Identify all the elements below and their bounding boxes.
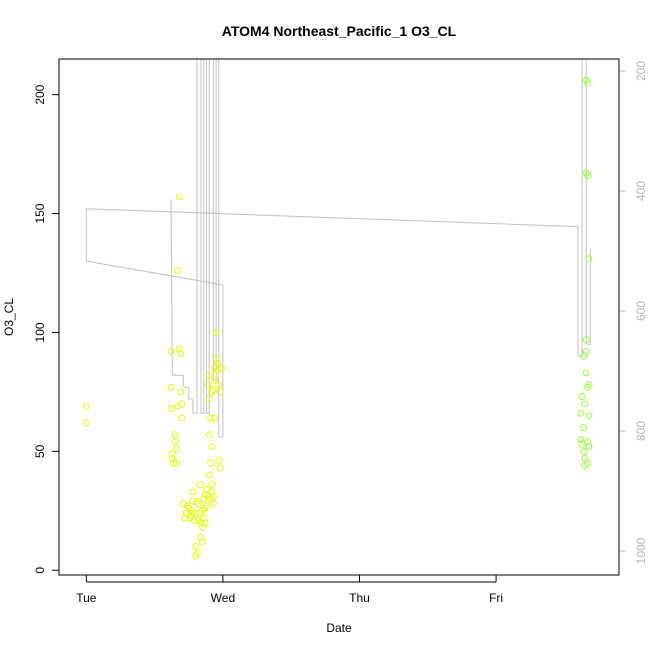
y-tick-label: 0 [33,567,47,574]
data-point [200,514,208,522]
data-point [216,464,224,472]
data-point [209,500,217,508]
data-point [196,481,204,489]
data-point [205,431,213,439]
data-point [167,383,175,391]
data-point [177,350,185,358]
data-point [168,455,176,462]
data-point [215,381,223,389]
data-point [207,414,215,422]
data-point [215,457,223,465]
data-point [175,345,183,353]
data-point [82,419,90,427]
y2-tick-label: 1000 [634,537,648,564]
data-point [585,255,593,263]
data-point [209,493,217,500]
trace-line-2 [86,59,224,438]
y-axis-label: O3_CL [2,298,16,336]
data-point [577,409,585,417]
data-point [167,348,175,355]
data-point [193,497,201,505]
data-point [581,400,589,408]
data-point [209,386,217,393]
data-point [167,405,175,412]
data-point [585,381,593,389]
x-axis-label: Date [326,621,352,635]
y2-tick-label: 600 [634,301,648,321]
data-point [181,514,189,522]
data-point [582,369,590,377]
data-point [208,481,216,489]
data-point [170,459,178,467]
data-point [204,381,212,389]
data-point [213,359,221,367]
data-point [212,329,220,336]
data-point [174,267,182,275]
data-point [208,488,216,496]
data-point [178,414,186,422]
y-tick-label: 100 [33,322,47,342]
x-tick-label: Tue [76,591,97,605]
data-point [580,352,587,360]
trace-line-1 [85,59,591,357]
data-point [205,395,213,403]
data-point [196,509,204,517]
data-point [585,412,593,420]
data-point [178,400,186,408]
data-point [201,504,209,512]
data-point [198,523,206,531]
data-point [211,376,219,384]
y2-tick-label: 800 [634,421,648,441]
data-point [218,364,225,372]
data-point [208,443,216,451]
data-point [205,371,213,379]
data-point [212,355,220,363]
y2-tick-label: 200 [634,61,648,81]
data-point [584,79,592,87]
data-point [216,388,224,396]
x-tick-label: Wed [211,591,235,605]
plot-frame [58,58,620,576]
y2-tick-label: 400 [634,181,648,201]
data-point [173,445,180,453]
data-point [173,459,180,467]
data-point [207,459,215,467]
data-point [582,336,590,344]
data-point [189,488,197,496]
plot-marks [82,59,593,560]
data-point [211,414,219,422]
data-point [578,393,586,401]
data-point [175,193,183,201]
data-point [580,424,587,432]
data-point [193,550,201,558]
data-point [197,533,205,541]
data-point [584,172,592,179]
data-point [177,388,185,396]
data-point [205,471,213,479]
chart-title: ATOM4 Northeast_Pacific_1 O3_CL [222,23,457,39]
data-point [585,443,593,451]
data-point [198,538,206,546]
y-tick-label: 150 [33,203,47,223]
data-point [171,431,179,439]
data-point [584,459,592,467]
data-point [580,447,587,455]
x-tick-label: Fri [489,591,503,605]
data-point [577,436,585,443]
data-point [82,402,90,410]
data-point [188,512,195,520]
data-point [179,500,187,508]
y-tick-label: 200 [33,84,47,104]
data-point [168,450,176,458]
y-tick-label: 50 [33,444,47,458]
data-point [171,438,179,446]
axes: Tue Wed Thu Fri 0 50 100 150 200 200 400 600 800 1000 [33,61,648,605]
x-tick-label: Thu [349,591,370,605]
data-point [192,543,200,550]
data-point [584,438,592,446]
